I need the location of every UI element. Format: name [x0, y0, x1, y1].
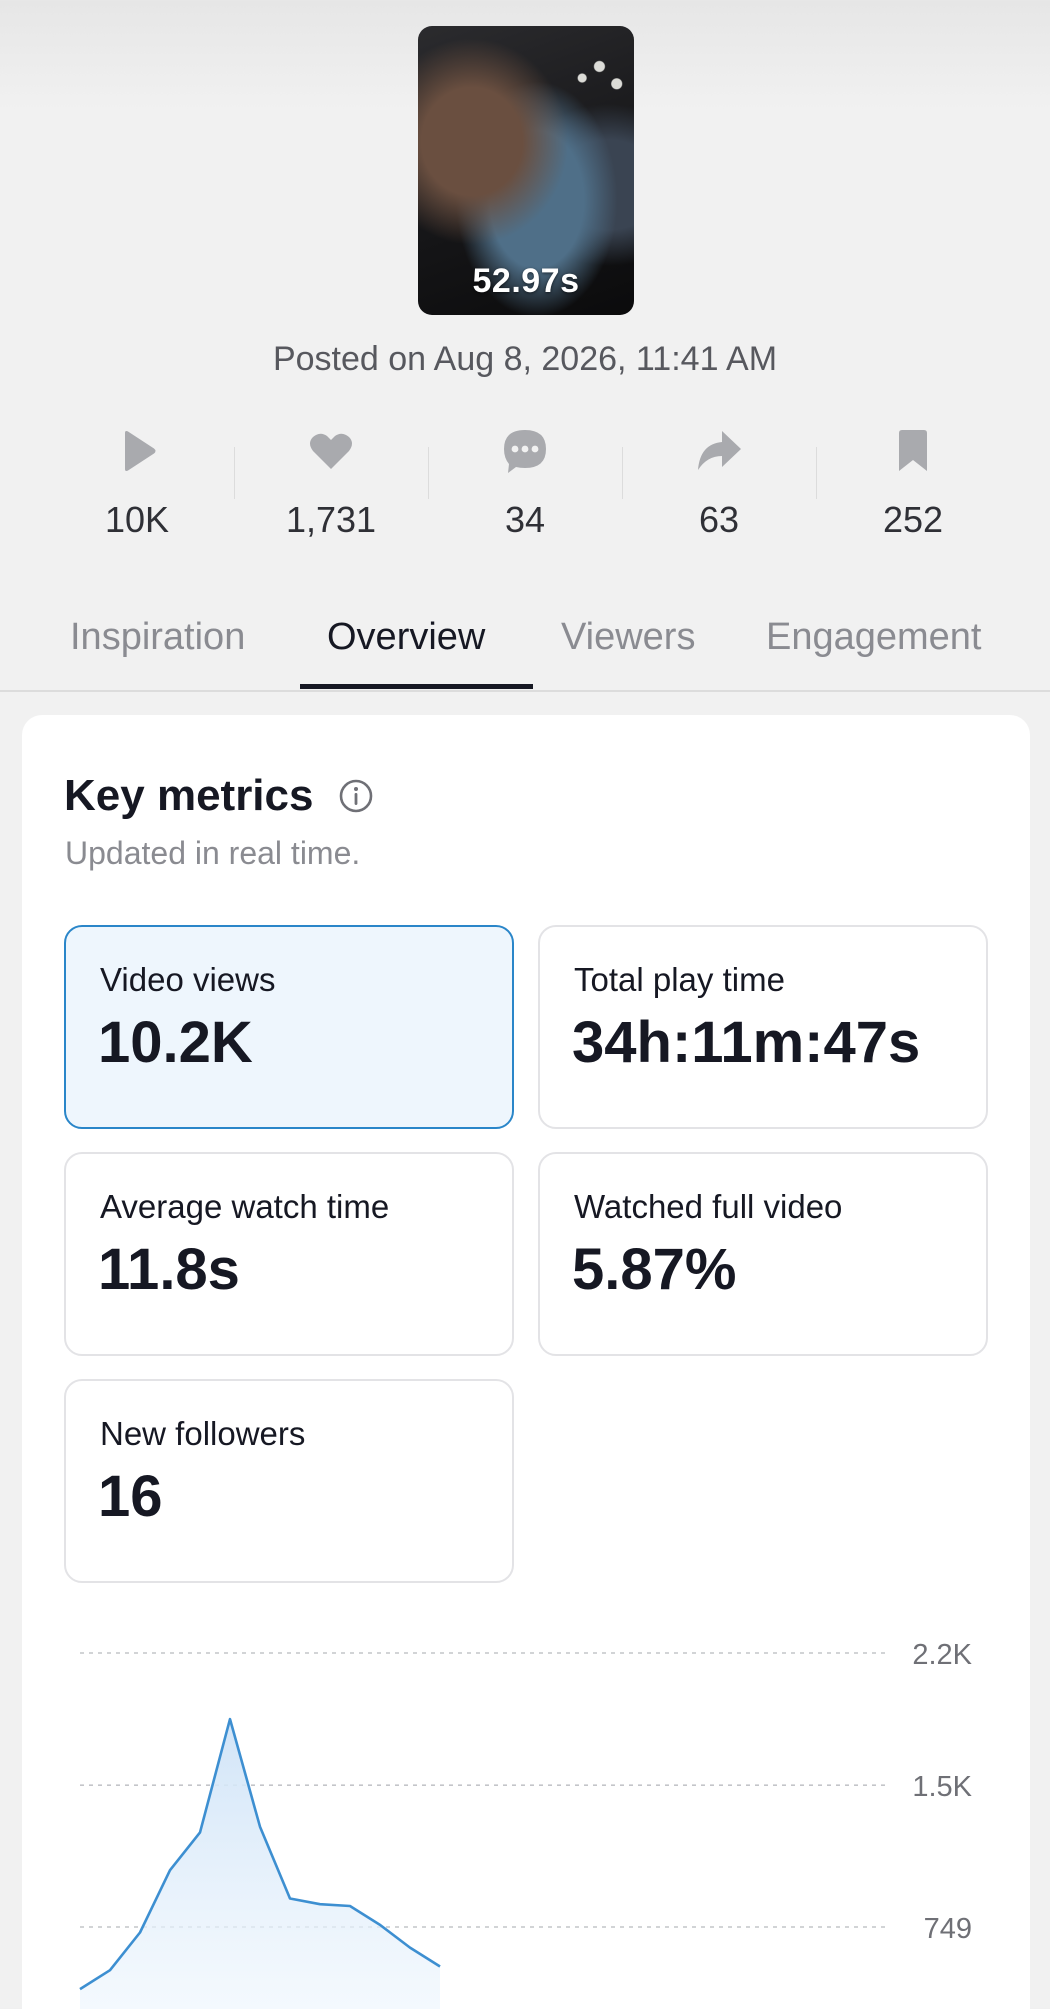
stat-saves: 252 [816, 425, 1010, 555]
metric-label: Watched full video [574, 1188, 843, 1225]
comment-icon [504, 430, 546, 473]
stat-value: 63 [698, 499, 740, 540]
chart-y-tick-label: 1.5K [912, 1771, 972, 1803]
key-metrics-card: Key metrics Updated in real time. Video … [22, 715, 1030, 2009]
divider [428, 447, 429, 499]
tab-inspiration[interactable]: Inspiration [70, 616, 246, 658]
chart-y-tick-label: 749 [924, 1913, 972, 1945]
posted-date: Posted on Aug 8, 2026, 11:41 AM [272, 340, 778, 378]
stat-comments: 34 [428, 425, 622, 555]
metric-value: 10.2K [98, 1010, 253, 1075]
tab-viewers[interactable]: Viewers [561, 616, 696, 658]
metric-value: 16 [98, 1464, 163, 1529]
stat-value: 10K [104, 499, 170, 540]
video-thumbnail[interactable]: 52.97s [418, 26, 634, 315]
info-icon[interactable] [338, 778, 374, 814]
metric-new-followers[interactable]: New followers 16 [64, 1379, 514, 1583]
metric-value: 34h:11m:47s [572, 1010, 921, 1075]
video-views-chart: 2.2K 1.5K 749 [79, 1639, 973, 2009]
metric-label: Average watch time [100, 1188, 390, 1225]
metric-video-views[interactable]: Video views 10.2K [64, 925, 514, 1129]
metric-value: 11.8s [98, 1237, 240, 1302]
stat-plays: 10K [40, 425, 234, 555]
analytics-tabs: Inspiration Overview Viewers Engagement [0, 600, 1050, 692]
bookmark-icon [899, 430, 927, 471]
chart-y-tick-label: 2.2K [912, 1639, 972, 1671]
tab-overview[interactable]: Overview [327, 616, 486, 658]
tab-engagement[interactable]: Engagement [766, 616, 982, 658]
metric-label: Video views [100, 961, 276, 998]
card-title: Key metrics [64, 771, 314, 820]
divider [622, 447, 623, 499]
metric-total-play-time[interactable]: Total play time 34h:11m:47s [538, 925, 988, 1129]
stats-row: 10K 1,731 34 63 252 [40, 425, 1010, 555]
share-icon [698, 431, 741, 470]
metric-watched-full-video[interactable]: Watched full video 5.87% [538, 1152, 988, 1356]
card-subtitle: Updated in real time. [65, 835, 361, 871]
video-duration: 52.97s [472, 262, 580, 300]
divider [816, 447, 817, 499]
metric-average-watch-time[interactable]: Average watch time 11.8s [64, 1152, 514, 1356]
chart-area [80, 1719, 440, 2009]
divider [234, 447, 235, 499]
metric-value: 5.87% [572, 1237, 737, 1302]
stat-likes: 1,731 [234, 425, 428, 555]
metric-label: Total play time [574, 961, 785, 998]
stat-value: 34 [504, 499, 546, 540]
metric-label: New followers [100, 1415, 306, 1452]
play-icon [125, 431, 156, 471]
active-tab-indicator [300, 684, 533, 689]
stat-value: 252 [882, 499, 944, 540]
stat-value: 1,731 [285, 499, 377, 540]
heart-icon [310, 433, 352, 469]
stat-shares: 63 [622, 425, 816, 555]
